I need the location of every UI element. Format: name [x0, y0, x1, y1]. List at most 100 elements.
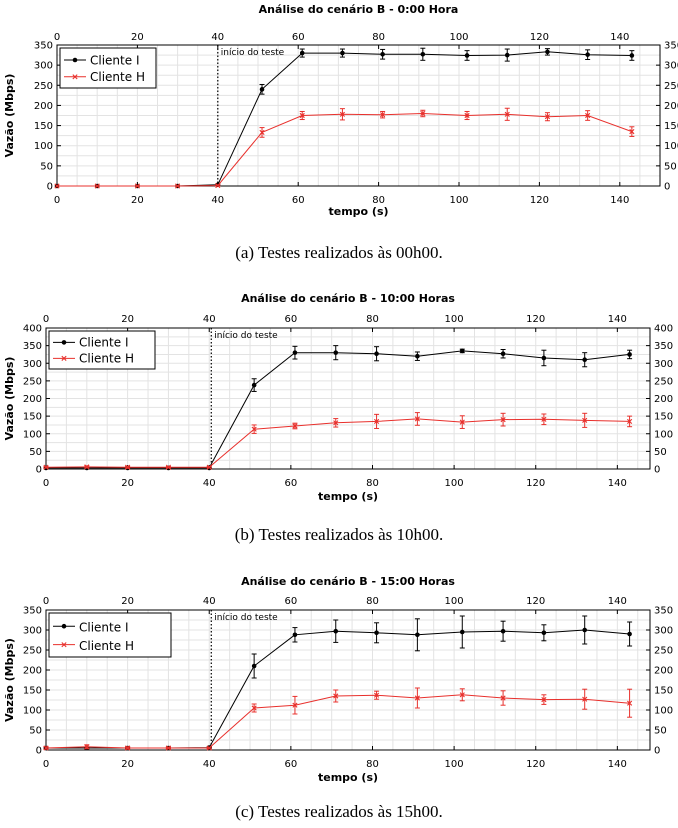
x-tick-label-top: 80: [372, 32, 385, 43]
data-point: [206, 464, 212, 470]
y-tick-label-right: 100: [654, 706, 673, 717]
x-tick-label-bottom: 0: [43, 759, 49, 770]
y-tick-label-left: 0: [36, 465, 42, 476]
data-point: [504, 111, 510, 117]
data-point: [292, 632, 298, 638]
data-point: [292, 350, 298, 355]
data-point: [94, 183, 100, 189]
x-tick-label-bottom: 20: [131, 195, 144, 206]
y-tick-label-right: 300: [664, 61, 678, 72]
data-point: [459, 419, 465, 425]
x-tick-label-top: 0: [43, 314, 49, 325]
data-point: [215, 183, 221, 189]
data-point: [374, 351, 379, 357]
x-tick-label-top: 120: [526, 596, 545, 607]
data-point: [292, 423, 298, 429]
data-point: [582, 696, 588, 702]
data-point: [415, 353, 420, 359]
data-point: [500, 417, 506, 423]
data-point: [339, 111, 346, 117]
y-tick-label-right: 150: [654, 412, 673, 423]
x-tick-label-top: 80: [366, 314, 379, 325]
data-point: [299, 50, 305, 56]
legend-box: [48, 330, 156, 370]
data-point: [292, 702, 298, 708]
y-tick-label-right: 200: [654, 394, 673, 405]
chart-title: Análise do cenário B - 0:00 Hora: [259, 3, 459, 16]
legend-marker: [72, 74, 78, 80]
data-point: [251, 382, 257, 388]
figure-caption: (a) Testes realizados às 00h00.: [235, 243, 443, 262]
legend-box: [59, 47, 157, 89]
figure-caption: (b) Testes realizados às 10h00.: [235, 525, 444, 544]
data-point: [251, 705, 257, 711]
chart-title: Análise do cenário B - 10:00 Horas: [241, 292, 455, 305]
x-tick-label-top: 20: [121, 596, 134, 607]
x-tick-label-top: 40: [203, 314, 216, 325]
data-point: [459, 629, 465, 635]
x-tick-label-bottom: 80: [372, 195, 385, 206]
data-point: [541, 697, 547, 703]
y-tick-label-right: 250: [664, 81, 678, 92]
x-tick-label-bottom: 60: [284, 759, 297, 770]
y-tick-label-left: 100: [34, 141, 53, 152]
legend-label: Cliente H: [90, 70, 145, 84]
legend-label: Cliente I: [79, 621, 128, 635]
legend-marker: [61, 340, 67, 345]
data-point: [629, 53, 635, 58]
y-tick-label-right: 50: [654, 726, 667, 737]
data-point: [373, 692, 380, 698]
x-axis-label: tempo (s): [318, 490, 378, 503]
data-point: [585, 112, 591, 119]
data-point: [84, 464, 90, 470]
data-point: [333, 420, 339, 426]
y-tick-label-left: 150: [34, 121, 53, 132]
legend-label: Cliente I: [79, 336, 128, 350]
data-point: [541, 355, 547, 361]
data-point: [627, 418, 633, 425]
data-point: [420, 110, 426, 117]
plot-frame: [45, 609, 651, 751]
legend-label: Cliente I: [90, 53, 139, 67]
legend-label: Cliente H: [79, 352, 134, 366]
data-point: [373, 418, 380, 425]
y-tick-label-right: 0: [654, 746, 660, 757]
data-point: [504, 52, 510, 58]
data-point: [627, 631, 632, 637]
y-tick-label-left: 350: [23, 341, 42, 352]
y-tick-label-left: 0: [36, 746, 42, 757]
x-tick-label-top: 140: [608, 596, 627, 607]
x-tick-label-bottom: 120: [526, 759, 545, 770]
y-tick-label-left: 300: [34, 61, 53, 72]
y-tick-label-right: 350: [654, 341, 673, 352]
legend-label: Cliente H: [79, 639, 134, 653]
x-tick-label-top: 0: [43, 596, 49, 607]
x-tick-label-top: 100: [449, 32, 468, 43]
y-tick-label-left: 100: [23, 706, 42, 717]
series-line: [57, 112, 633, 187]
x-tick-label-bottom: 120: [530, 195, 549, 206]
x-tick-label-top: 120: [530, 32, 549, 43]
y-tick-label-left: 0: [47, 182, 53, 193]
y-tick-label-left: 250: [23, 646, 42, 657]
data-point: [333, 693, 339, 699]
x-tick-label-bottom: 20: [121, 759, 134, 770]
data-point: [259, 87, 265, 92]
data-point: [459, 348, 465, 354]
y-tick-label-right: 50: [654, 447, 667, 458]
data-point: [299, 112, 305, 119]
data-point: [629, 129, 635, 135]
x-tick-label-top: 20: [131, 32, 144, 43]
data-point: [125, 464, 131, 470]
data-point: [374, 630, 379, 636]
data-point: [459, 692, 465, 698]
y-tick-label-left: 50: [29, 726, 42, 737]
data-point: [627, 700, 633, 706]
data-point: [627, 352, 632, 357]
data-point: [464, 53, 470, 58]
y-tick-label-right: 150: [654, 686, 673, 697]
data-point: [500, 628, 506, 634]
data-point: [125, 745, 131, 751]
